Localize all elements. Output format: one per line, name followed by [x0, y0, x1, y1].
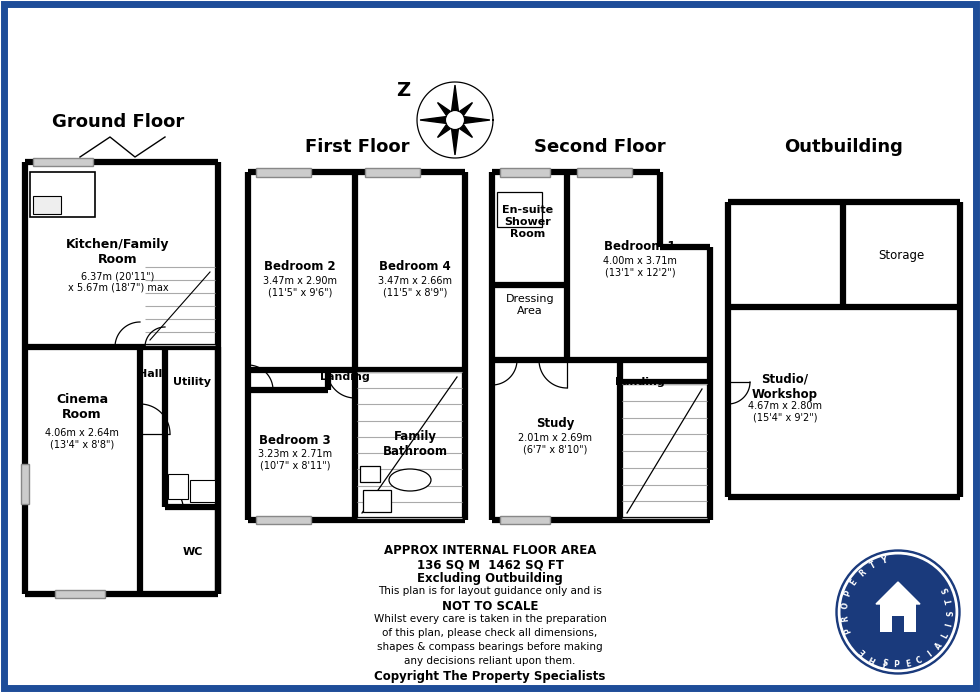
Circle shape	[446, 111, 465, 129]
Text: First Floor: First Floor	[305, 138, 410, 156]
Bar	[500, 516, 550, 524]
Text: Landing: Landing	[615, 377, 664, 387]
Text: Bedroom 3: Bedroom 3	[259, 433, 331, 446]
Text: S: S	[941, 585, 952, 594]
Text: shapes & compass bearings before making: shapes & compass bearings before making	[377, 642, 603, 652]
Text: NOT TO SCALE: NOT TO SCALE	[442, 600, 538, 613]
Text: S: S	[947, 610, 956, 616]
Bar	[256, 168, 311, 177]
Text: This plan is for layout guidance only and is: This plan is for layout guidance only an…	[378, 586, 602, 596]
Polygon shape	[451, 114, 460, 155]
Bar	[365, 168, 420, 177]
Text: T: T	[868, 561, 877, 571]
Bar	[168, 474, 188, 499]
Text: I: I	[926, 650, 934, 659]
Circle shape	[847, 561, 949, 663]
Polygon shape	[449, 116, 490, 125]
Bar	[880, 604, 916, 632]
Text: 4.00m x 3.71m
(13'1" x 12'2"): 4.00m x 3.71m (13'1" x 12'2")	[603, 256, 677, 277]
Text: Study: Study	[536, 417, 574, 430]
Text: Whilst every care is taken in the preparation: Whilst every care is taken in the prepar…	[373, 614, 607, 624]
Bar	[55, 590, 105, 598]
Text: R: R	[841, 614, 851, 621]
Text: Landing: Landing	[320, 372, 369, 382]
Text: A: A	[933, 641, 944, 651]
Text: 3.47m x 2.66m
(11'5" x 8'9"): 3.47m x 2.66m (11'5" x 8'9")	[378, 276, 452, 298]
Text: Z: Z	[396, 80, 410, 100]
Bar	[33, 196, 61, 214]
Circle shape	[836, 550, 960, 674]
Text: I: I	[945, 622, 955, 628]
Text: L: L	[940, 632, 951, 640]
Bar	[190, 480, 215, 502]
Text: Second Floor: Second Floor	[534, 138, 665, 156]
Text: P: P	[893, 660, 900, 670]
Text: T: T	[945, 597, 955, 605]
Text: E: E	[905, 659, 911, 669]
Bar	[360, 466, 380, 482]
Bar	[30, 172, 95, 217]
Text: P: P	[843, 626, 854, 635]
Text: APPROX INTERNAL FLOOR AREA: APPROX INTERNAL FLOOR AREA	[384, 544, 596, 557]
Text: Y: Y	[880, 556, 888, 566]
Text: Utility: Utility	[173, 377, 211, 387]
Text: T: T	[880, 658, 888, 668]
Polygon shape	[437, 116, 459, 138]
Text: 4.67m x 2.80m
(15'4" x 9'2"): 4.67m x 2.80m (15'4" x 9'2")	[748, 401, 822, 423]
Text: 136 SQ M  1462 SQ FT: 136 SQ M 1462 SQ FT	[416, 558, 564, 571]
Bar	[497, 192, 542, 227]
Text: Excluding Outbuilding: Excluding Outbuilding	[417, 572, 563, 585]
Text: Bedroom 4: Bedroom 4	[379, 260, 451, 273]
Text: P: P	[843, 589, 854, 598]
Text: Bedroom 2: Bedroom 2	[265, 260, 336, 273]
Text: Copyright The Property Specialists: Copyright The Property Specialists	[374, 670, 606, 683]
Text: Family
Bathroom: Family Bathroom	[382, 430, 448, 458]
Text: Ground Floor: Ground Floor	[52, 113, 184, 131]
Text: C: C	[915, 655, 924, 666]
Text: S: S	[880, 658, 888, 668]
Polygon shape	[876, 582, 920, 604]
Text: of this plan, please check all dimensions,: of this plan, please check all dimension…	[382, 628, 598, 638]
Text: Hall: Hall	[138, 369, 162, 379]
Text: 3.23m x 2.71m
(10'7" x 8'11"): 3.23m x 2.71m (10'7" x 8'11")	[258, 449, 332, 471]
Polygon shape	[451, 116, 472, 138]
Polygon shape	[420, 116, 461, 125]
Text: Dressing
Area: Dressing Area	[506, 294, 555, 316]
Text: Studio/
Workshop: Studio/ Workshop	[752, 373, 818, 401]
Polygon shape	[437, 102, 459, 124]
Text: E: E	[849, 578, 859, 587]
Bar	[21, 464, 29, 504]
Text: Kitchen/Family
Room: Kitchen/Family Room	[67, 238, 170, 266]
Bar	[500, 168, 550, 177]
Text: R: R	[858, 567, 867, 578]
Text: En-suite
Shower
Room: En-suite Shower Room	[503, 206, 554, 239]
Text: Cinema
Room: Cinema Room	[56, 393, 108, 421]
Polygon shape	[451, 102, 472, 124]
Text: 4.06m x 2.64m
(13'4" x 8'8"): 4.06m x 2.64m (13'4" x 8'8")	[45, 428, 119, 450]
Text: Storage: Storage	[878, 248, 924, 262]
Text: any decisions reliant upon them.: any decisions reliant upon them.	[405, 656, 575, 666]
Text: WC: WC	[183, 547, 203, 557]
Bar	[363, 490, 391, 512]
Bar	[33, 158, 93, 166]
Text: 6.37m (20'11")
x 5.67m (18'7") max: 6.37m (20'11") x 5.67m (18'7") max	[68, 271, 169, 293]
Text: Outbuilding: Outbuilding	[785, 138, 904, 156]
Bar	[577, 168, 632, 177]
Text: E: E	[858, 646, 867, 656]
Bar	[892, 616, 904, 632]
Polygon shape	[451, 85, 460, 126]
Text: 2.01m x 2.69m
(6'7" x 8'10"): 2.01m x 2.69m (6'7" x 8'10")	[518, 433, 592, 455]
Text: H: H	[867, 653, 878, 664]
Ellipse shape	[389, 469, 431, 491]
Bar	[256, 516, 311, 524]
Text: 3.47m x 2.90m
(11'5" x 9'6"): 3.47m x 2.90m (11'5" x 9'6")	[263, 276, 337, 298]
Text: O: O	[841, 602, 851, 610]
Text: Bedroom 1: Bedroom 1	[605, 241, 676, 253]
